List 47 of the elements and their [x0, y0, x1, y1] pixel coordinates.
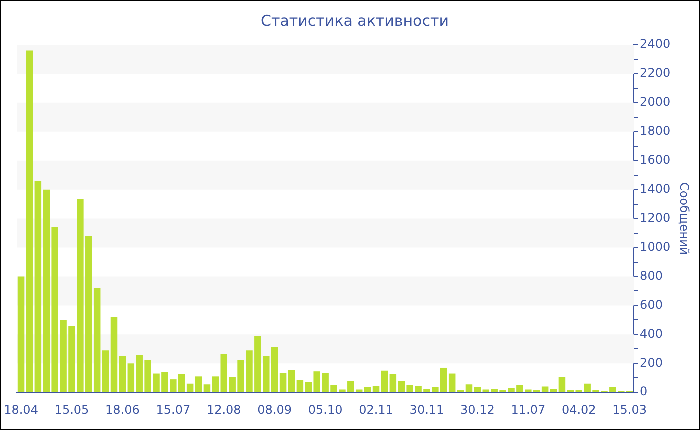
x-tick-label: 05.10 — [308, 402, 343, 417]
y-tick-label: 1600 — [640, 152, 671, 167]
x-tick-label: 12.08 — [206, 402, 242, 417]
bar — [280, 373, 287, 392]
y-tick-label: 2200 — [640, 66, 671, 80]
x-tick-label: 15.07 — [156, 402, 191, 417]
bar — [26, 50, 34, 392]
bar — [204, 384, 211, 392]
bar — [372, 386, 380, 392]
y-tick-label: 800 — [640, 268, 663, 283]
y-tick-label: 1800 — [640, 124, 671, 138]
bar — [110, 317, 118, 392]
x-tick-label: 08.09 — [258, 402, 292, 417]
bar — [18, 276, 25, 392]
bar — [119, 356, 126, 392]
bar — [381, 370, 388, 392]
x-tick-label: 30.12 — [460, 402, 495, 417]
bar — [195, 376, 202, 392]
x-tick-label: 18.04 — [4, 402, 38, 417]
y-tick-label: 400 — [640, 326, 663, 341]
y-axis-title: Сообщений — [678, 182, 692, 256]
bar — [296, 380, 304, 392]
y-tick-label: 1400 — [640, 182, 671, 196]
y-tick-label: 0 — [640, 384, 648, 399]
bar — [466, 384, 473, 392]
bar — [558, 377, 566, 392]
y-tick-label: 600 — [640, 298, 663, 312]
bar — [288, 370, 296, 392]
chart-title: Статистика активности — [261, 12, 449, 30]
bar — [186, 384, 194, 392]
x-tick-label: 02.11 — [359, 402, 394, 417]
y-tick-label: 1200 — [640, 210, 671, 225]
bar — [364, 388, 372, 392]
y-tick-label: 2000 — [640, 95, 671, 110]
bar — [102, 350, 110, 392]
y-tick-label: 200 — [640, 356, 663, 370]
y-tick-label: 2400 — [640, 37, 671, 52]
x-tick-label: 11.07 — [511, 402, 546, 417]
x-tick-label: 30.11 — [410, 402, 444, 417]
bar — [550, 388, 558, 392]
bar — [542, 386, 549, 392]
y-tick-label: 1000 — [640, 240, 671, 254]
x-tick-label: 04.02 — [562, 402, 596, 417]
x-tick-label: 15.03 — [612, 402, 648, 417]
x-tick-label: 18.06 — [106, 402, 140, 417]
x-tick-label: 15.05 — [54, 402, 90, 417]
bar — [474, 388, 482, 392]
